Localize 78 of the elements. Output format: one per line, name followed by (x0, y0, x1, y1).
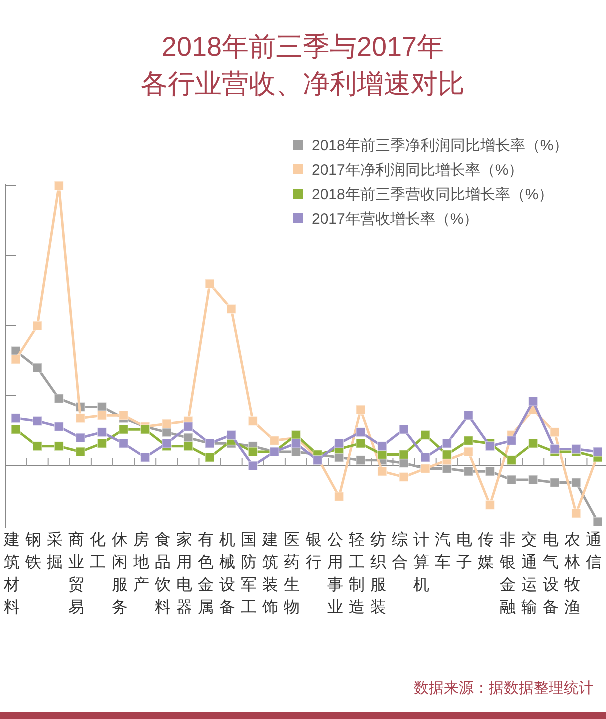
point (593, 517, 603, 527)
point (76, 447, 86, 457)
point (76, 433, 86, 443)
point (140, 452, 150, 462)
point (118, 410, 129, 420)
point (205, 452, 215, 462)
point (528, 396, 538, 406)
point (550, 478, 560, 488)
point (32, 321, 42, 331)
point (572, 444, 582, 454)
point (550, 444, 560, 454)
point (11, 424, 21, 434)
point (464, 466, 474, 476)
point (270, 436, 280, 446)
point (248, 416, 258, 426)
legend-label: 2017年净利润同比增长率（%） (312, 162, 524, 179)
point (162, 438, 172, 448)
point (54, 422, 64, 432)
point (528, 438, 538, 448)
point (442, 450, 452, 460)
point (485, 466, 496, 476)
point (54, 181, 64, 191)
point (248, 447, 258, 457)
point (356, 428, 366, 438)
point (184, 442, 194, 452)
point (399, 472, 409, 482)
point (54, 394, 64, 404)
point (420, 452, 430, 462)
point (378, 442, 388, 452)
point (248, 461, 258, 471)
point (118, 438, 129, 448)
point (334, 492, 344, 502)
point (506, 436, 517, 446)
point (506, 456, 517, 466)
point (205, 279, 215, 289)
point (226, 304, 236, 314)
point (378, 466, 388, 476)
point (485, 442, 496, 452)
point (572, 508, 582, 518)
point (550, 428, 560, 438)
point (97, 410, 108, 420)
point (356, 405, 366, 415)
point (399, 424, 409, 434)
point (162, 419, 172, 429)
legend-label: 2018年前三季净利润同比增长率（%） (312, 138, 569, 154)
point (464, 447, 474, 457)
point (464, 410, 474, 420)
point (32, 363, 42, 373)
point (11, 354, 21, 364)
point (32, 442, 42, 452)
point (572, 478, 582, 488)
point (140, 424, 150, 434)
point (54, 442, 64, 452)
title: 2018年前三季与2017年各行业营收、净利增速对比 (141, 32, 465, 99)
point (11, 414, 21, 424)
point (118, 424, 129, 434)
point (528, 475, 538, 485)
point (420, 430, 430, 440)
point (76, 414, 86, 424)
point (485, 500, 496, 510)
point (399, 450, 409, 460)
point (593, 447, 603, 457)
annotation: 数据来源：据数据整理统计 (414, 681, 594, 697)
point (464, 436, 474, 446)
point (506, 475, 517, 485)
point (97, 428, 108, 438)
legend-label: 2017年营收增长率（%） (312, 211, 479, 228)
point (291, 438, 302, 448)
point (312, 456, 323, 466)
point (356, 438, 366, 448)
point (334, 438, 344, 448)
legend-label: 2018年前三季营收同比增长率（%） (312, 186, 554, 204)
point (32, 416, 42, 426)
point (356, 456, 366, 466)
point (442, 438, 452, 448)
point (226, 430, 236, 440)
point (97, 438, 108, 448)
point (184, 422, 194, 432)
